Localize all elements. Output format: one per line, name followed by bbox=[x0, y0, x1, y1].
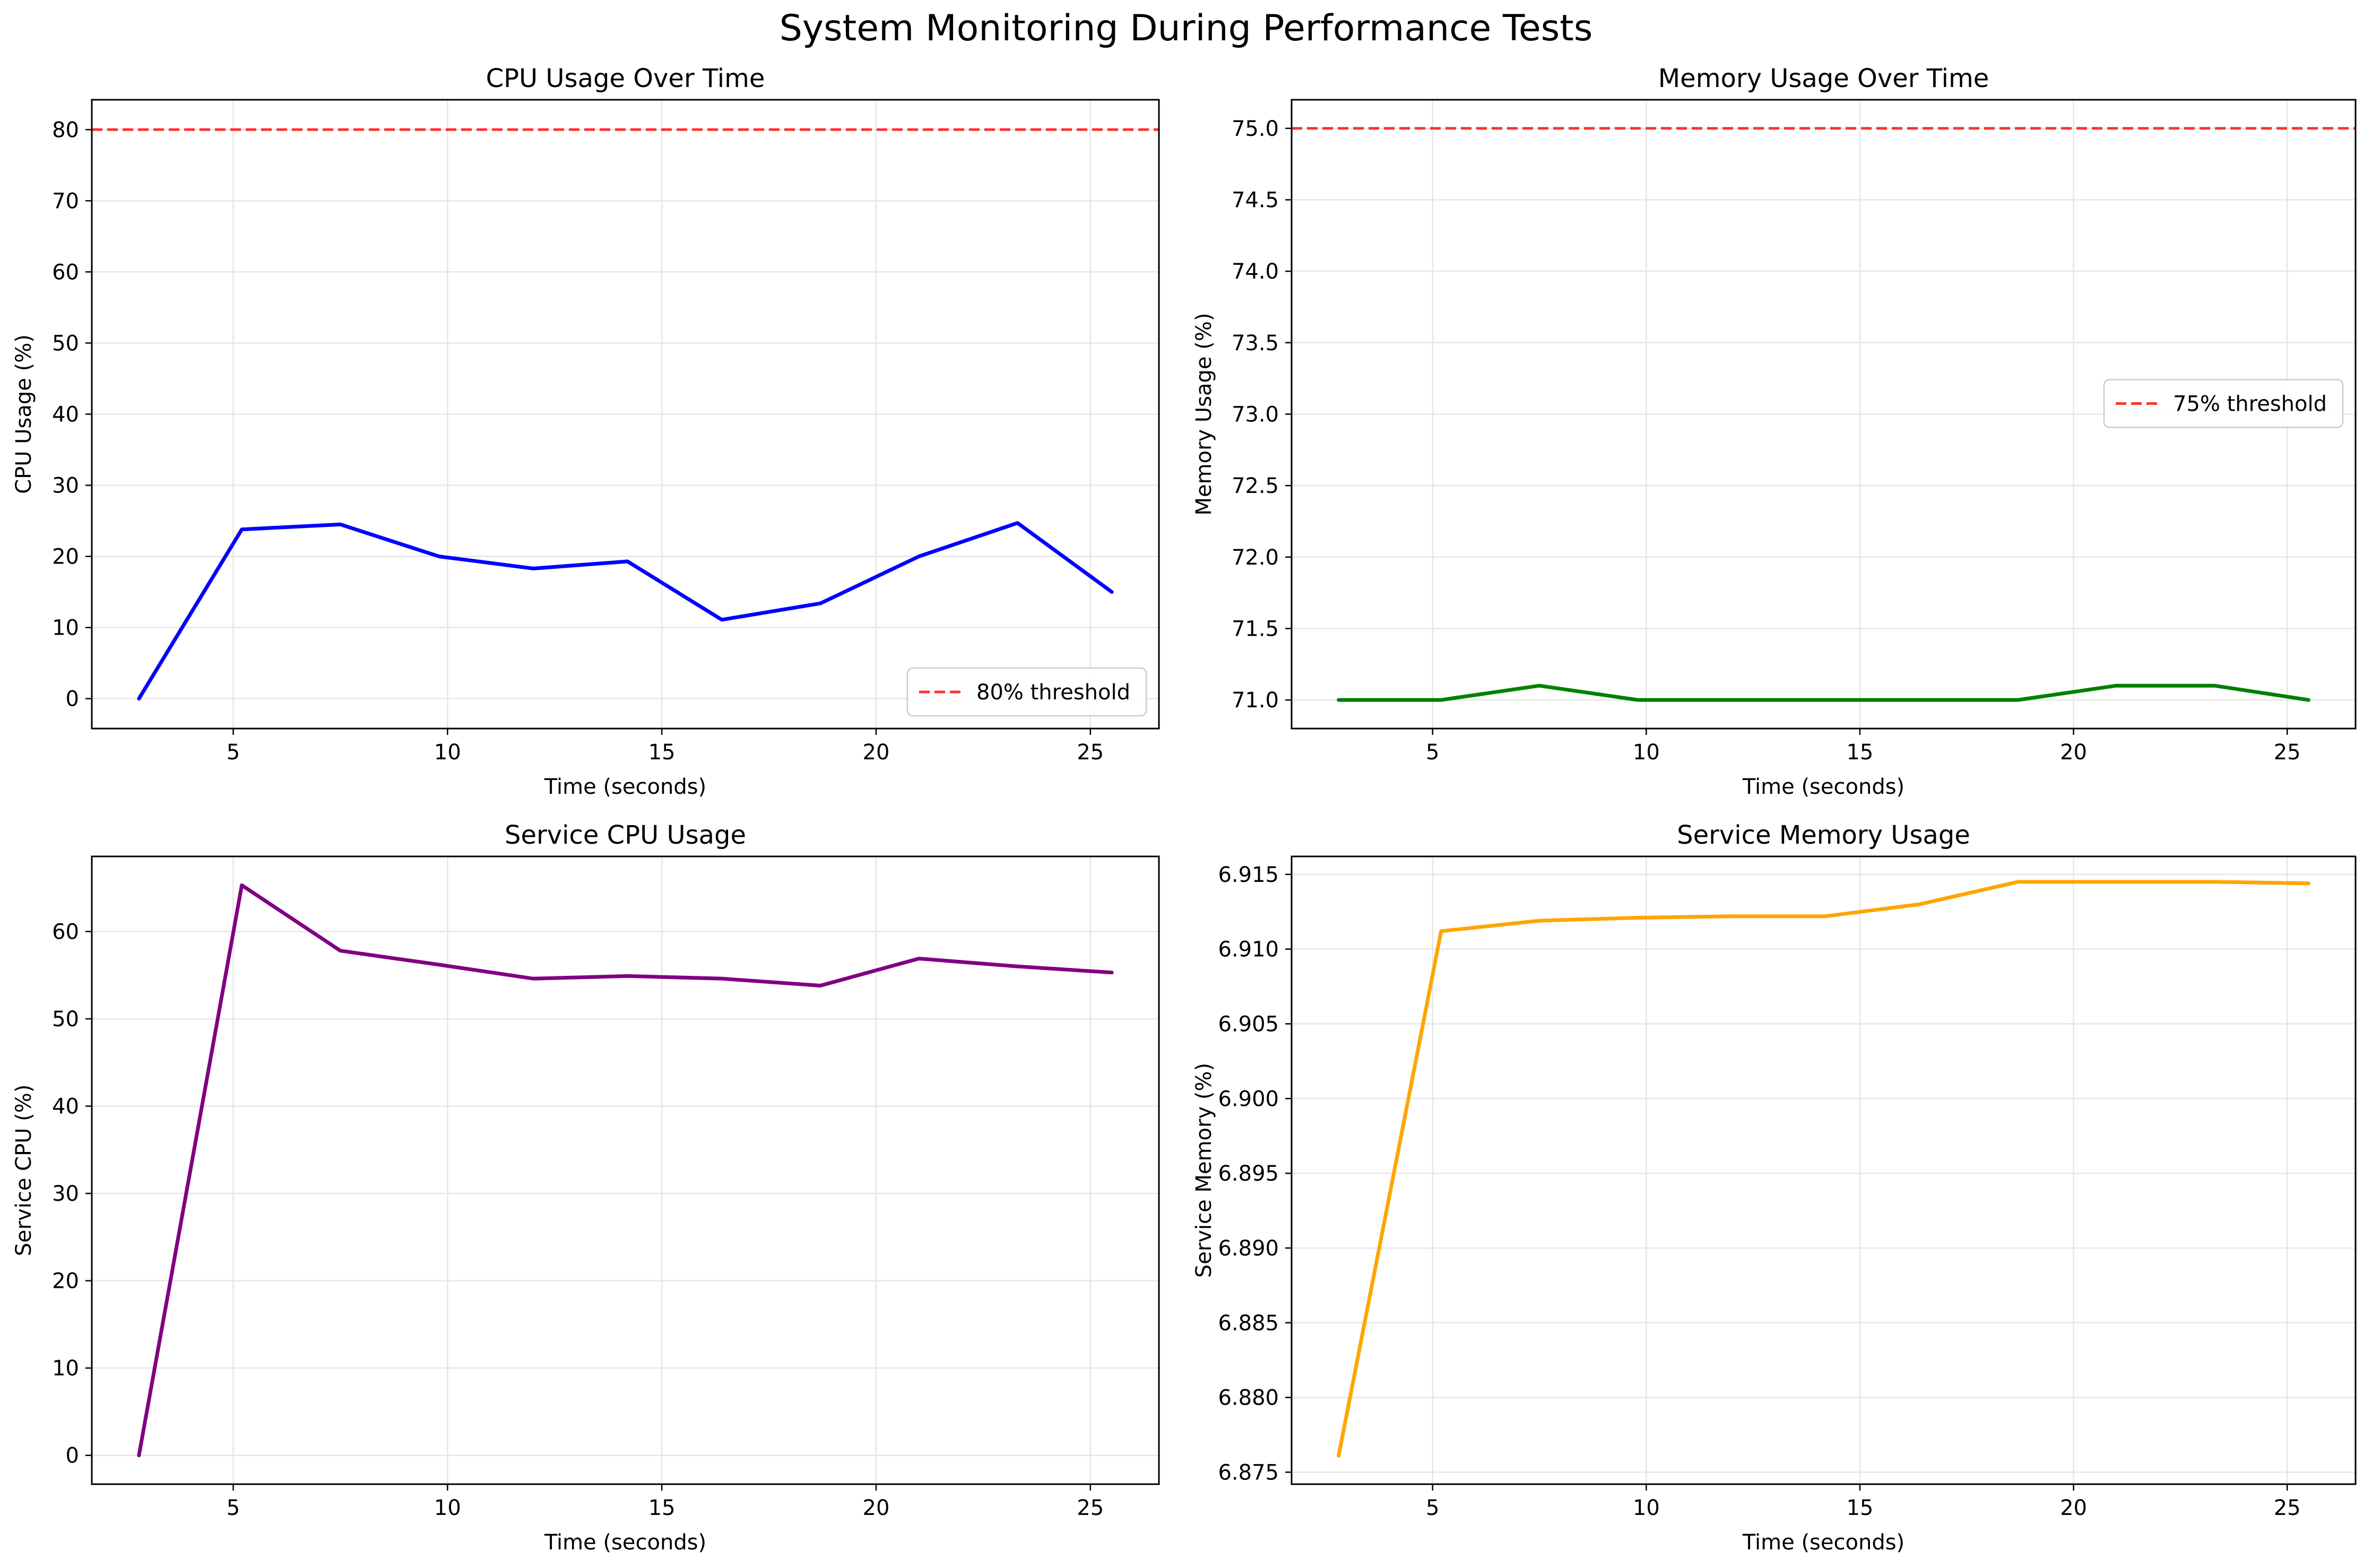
y-tick-label: 6.900 bbox=[1218, 1087, 1279, 1111]
chart-title: CPU Usage Over Time bbox=[486, 64, 765, 93]
y-axis-label: CPU Usage (%) bbox=[12, 334, 36, 494]
x-tick-label: 10 bbox=[434, 1496, 461, 1520]
x-tick-label: 15 bbox=[1846, 740, 1873, 765]
y-tick-label: 30 bbox=[52, 474, 79, 498]
y-tick-label: 70 bbox=[52, 189, 79, 213]
chart-panel-4: 5 10 15 20 25 6.875 6.880 6.885 6.890 6.895 6.900 6… bbox=[1192, 820, 2357, 1555]
y-tick-label: 6.915 bbox=[1218, 863, 1279, 887]
legend: 80% threshold bbox=[906, 667, 1147, 717]
x-tick-label: 20 bbox=[2060, 1496, 2087, 1520]
chart-panel-3: 5 10 15 20 25 0 10 20 30 40 50 60 Service CPU Usage T… bbox=[12, 820, 1160, 1555]
y-tick-label: 0 bbox=[66, 687, 79, 712]
y-tick-label: 60 bbox=[52, 920, 79, 944]
y-tick-label: 6.880 bbox=[1218, 1386, 1279, 1410]
chart-title: Memory Usage Over Time bbox=[1658, 64, 1989, 93]
series-line bbox=[137, 521, 1114, 701]
plot-frame bbox=[91, 855, 1160, 1485]
x-tick-label: 10 bbox=[434, 740, 461, 765]
y-tick-label: 6.885 bbox=[1218, 1311, 1279, 1336]
chart-panel-2: 5 10 15 20 25 71.0 71.5 72.0 72.5 73.0 73.5 74.0 74.… bbox=[1192, 64, 2357, 799]
x-axis-label: Time (seconds) bbox=[544, 775, 706, 799]
legend: 75% threshold bbox=[2103, 379, 2344, 428]
y-axis-label: Service CPU (%) bbox=[12, 1085, 36, 1257]
y-tick-label: 10 bbox=[52, 1356, 79, 1381]
legend-label: 75% threshold bbox=[2173, 392, 2327, 417]
chart-panel-1: 5 10 15 20 25 0 10 20 30 40 50 60 70 80 CPU Usage Over… bbox=[12, 64, 1160, 799]
x-tick-label: 10 bbox=[1633, 740, 1660, 765]
y-tick-label: 71.5 bbox=[1232, 617, 1279, 641]
legend-box bbox=[2103, 379, 2344, 428]
y-tick-label: 50 bbox=[52, 331, 79, 356]
x-tick-label: 25 bbox=[1077, 740, 1104, 765]
y-tick-label: 6.875 bbox=[1218, 1460, 1279, 1485]
y-tick-label: 30 bbox=[52, 1182, 79, 1206]
y-tick-label: 0 bbox=[66, 1444, 79, 1468]
x-tick-label: 20 bbox=[863, 740, 890, 765]
chart-title: Service Memory Usage bbox=[1677, 820, 1970, 850]
y-tick-label: 10 bbox=[52, 616, 79, 640]
y-tick-label: 6.890 bbox=[1218, 1236, 1279, 1261]
legend-box bbox=[906, 667, 1147, 717]
y-tick-label: 6.895 bbox=[1218, 1162, 1279, 1186]
plot-frame bbox=[1291, 855, 2357, 1485]
y-tick-label: 40 bbox=[52, 403, 79, 427]
y-tick-label: 6.905 bbox=[1218, 1012, 1279, 1036]
y-tick-label: 60 bbox=[52, 260, 79, 284]
x-tick-label: 5 bbox=[227, 740, 240, 765]
series-line bbox=[1337, 880, 2310, 1458]
y-axis-label: Memory Usage (%) bbox=[1192, 313, 1216, 516]
legend-label: 80% threshold bbox=[976, 680, 1130, 705]
x-tick-label: 20 bbox=[863, 1496, 890, 1520]
x-tick-label: 20 bbox=[2060, 740, 2087, 765]
x-tick-label: 25 bbox=[1077, 1496, 1104, 1520]
y-tick-label: 80 bbox=[52, 118, 79, 142]
chart-title: Service CPU Usage bbox=[505, 820, 746, 850]
y-tick-label: 40 bbox=[52, 1095, 79, 1119]
y-tick-label: 20 bbox=[52, 545, 79, 569]
x-tick-label: 5 bbox=[1426, 740, 1439, 765]
x-tick-label: 15 bbox=[648, 740, 676, 765]
x-tick-label: 15 bbox=[648, 1496, 676, 1520]
x-axis-label: Time (seconds) bbox=[1742, 775, 1904, 799]
x-tick-label: 5 bbox=[227, 1496, 240, 1520]
y-axis-label: Service Memory (%) bbox=[1192, 1063, 1216, 1278]
y-tick-label: 20 bbox=[52, 1269, 79, 1294]
x-axis-label: Time (seconds) bbox=[1742, 1530, 1904, 1555]
y-tick-label: 50 bbox=[52, 1007, 79, 1032]
y-tick-label: 71.0 bbox=[1232, 688, 1279, 713]
x-tick-label: 25 bbox=[2274, 1496, 2301, 1520]
x-tick-label: 15 bbox=[1846, 1496, 1873, 1520]
x-tick-label: 25 bbox=[2274, 740, 2301, 765]
x-tick-label: 5 bbox=[1426, 1496, 1439, 1520]
y-tick-label: 74.5 bbox=[1232, 188, 1279, 213]
figure-title: System Monitoring During Performance Tes… bbox=[779, 7, 1593, 49]
y-tick-label: 74.0 bbox=[1232, 259, 1279, 284]
y-tick-label: 72.5 bbox=[1232, 474, 1279, 498]
y-tick-label: 73.0 bbox=[1232, 403, 1279, 427]
series-line bbox=[1337, 683, 2310, 702]
x-axis-label: Time (seconds) bbox=[544, 1530, 706, 1555]
y-tick-label: 72.0 bbox=[1232, 545, 1279, 570]
x-tick-label: 10 bbox=[1633, 1496, 1660, 1520]
series-line bbox=[137, 883, 1114, 1458]
y-tick-label: 6.910 bbox=[1218, 938, 1279, 962]
y-tick-label: 75.0 bbox=[1232, 117, 1279, 141]
y-tick-label: 73.5 bbox=[1232, 331, 1279, 356]
